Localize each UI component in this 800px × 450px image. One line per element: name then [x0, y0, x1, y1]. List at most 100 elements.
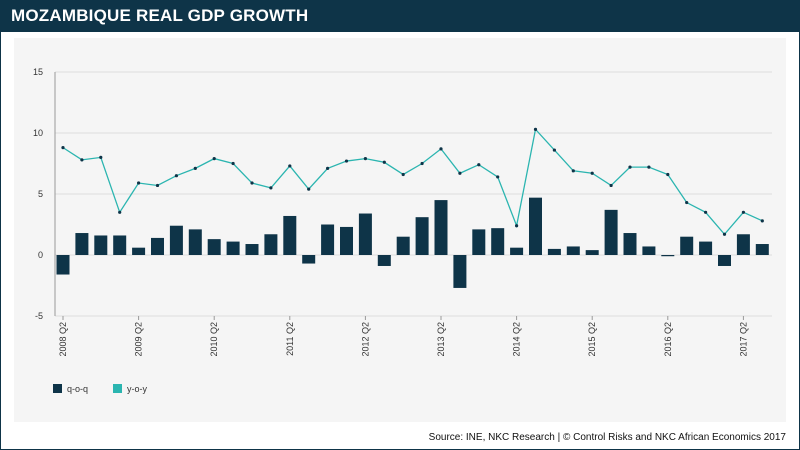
yoy-point [666, 172, 670, 177]
bar-qoq [585, 250, 599, 255]
yoy-point [155, 183, 160, 188]
yoy-point [61, 146, 65, 150]
yoy-point [722, 232, 727, 236]
yoy-point [477, 163, 481, 167]
bar-qoq [604, 209, 618, 255]
yoy-point [420, 161, 424, 166]
grid-lines [55, 71, 772, 317]
x-tick-label: 2011 Q2 [285, 322, 295, 356]
yoy-point [496, 175, 500, 179]
bar-qoq [755, 244, 769, 255]
x-tick-label: 2012 Q2 [360, 322, 370, 357]
legend-label-yoy: y-o-y [127, 384, 147, 394]
bar-qoq [264, 234, 278, 255]
bar-qoq [491, 228, 505, 255]
bar-qoq [94, 235, 108, 255]
yoy-point [193, 166, 197, 170]
yoy-line [62, 127, 763, 236]
yoy-point [515, 224, 519, 228]
yoy-point [288, 164, 292, 168]
bar-qoq [472, 229, 486, 255]
bar-qoq [151, 237, 164, 255]
x-tick-label: 2015 Q2 [587, 322, 597, 357]
yoy-point [174, 174, 178, 178]
bar-qoq [226, 241, 240, 255]
yoy-point [344, 159, 349, 163]
x-tick-label: 2009 Q2 [134, 322, 144, 357]
yoy-point [647, 165, 651, 169]
bar-qoq [415, 217, 429, 255]
plot-background [14, 38, 786, 422]
legend: q-o-q y-o-y [53, 384, 147, 394]
bar-qoq [169, 225, 183, 255]
x-tick-label: 2013 Q2 [436, 322, 446, 357]
x-tick-label: 2016 Q2 [663, 322, 673, 357]
y-tick-label: 10 [33, 128, 43, 138]
bar-qoq [283, 215, 297, 255]
y-tick-label: 5 [38, 189, 43, 199]
bar-qoq [547, 248, 561, 255]
yoy-point [552, 148, 557, 152]
bar-qoq [736, 234, 750, 255]
y-axis: -5 0 5 10 15 [33, 67, 56, 321]
bar-qoq [453, 255, 467, 288]
source-footer: Source: INE, NKC Research | © Control Ri… [428, 432, 786, 443]
yoy-point [326, 166, 330, 170]
bar-qoq [207, 239, 221, 255]
yoy-point [704, 210, 708, 214]
x-tick-label: 2014 Q2 [512, 322, 522, 357]
yoy-point [533, 127, 538, 131]
x-axis: 2008 Q2 2009 Q2 2010 Q2 2011 Q2 2012 Q2 2013 … [58, 316, 748, 357]
yoy-point [250, 181, 254, 185]
bar-qoq [623, 233, 637, 255]
yoy-point [363, 157, 367, 161]
bar-qoq [75, 233, 89, 255]
bar-qoq [340, 226, 353, 255]
yoy-line-series [61, 127, 764, 236]
yoy-point [118, 210, 122, 214]
yoy-point [307, 187, 311, 191]
bar-qoq [321, 224, 335, 255]
bar-qoq [718, 255, 731, 266]
yoy-point [439, 147, 443, 151]
yoy-point [80, 158, 84, 162]
y-tick-label: -5 [35, 311, 43, 321]
bar-qoq [302, 255, 316, 264]
legend-swatch-qoq [53, 384, 62, 393]
chart-title: MOZAMBIQUE REAL GDP GROWTH [11, 6, 309, 25]
yoy-point [231, 161, 235, 166]
legend-label-qoq: q-o-q [67, 384, 88, 394]
x-tick-label: 2017 Q2 [738, 322, 748, 357]
yoy-point [269, 186, 273, 190]
yoy-point [609, 183, 613, 188]
bar-qoq [699, 241, 713, 255]
bar-qoq [56, 255, 70, 275]
header-bar: MOZAMBIQUE REAL GDP GROWTH [1, 1, 799, 32]
legend-swatch-yoy [113, 384, 122, 393]
yoy-point [571, 169, 575, 173]
yoy-point [741, 210, 746, 214]
y-tick-label: 15 [33, 67, 43, 77]
bar-qoq [245, 244, 259, 255]
bar-qoq [510, 247, 524, 255]
yoy-point [401, 172, 405, 177]
bar-qoq [113, 235, 127, 255]
yoy-point [137, 181, 141, 185]
yoy-point [99, 155, 103, 159]
bar-qoq [642, 246, 656, 255]
yoy-point [382, 160, 386, 164]
bar-qoq [358, 213, 372, 255]
yoy-point [590, 171, 594, 175]
bar-qoq [396, 236, 410, 255]
qoq-bars [56, 197, 769, 288]
bar-qoq [529, 197, 542, 255]
x-tick-label: 2008 Q2 [58, 322, 68, 357]
y-tick-label: 0 [38, 250, 43, 260]
bar-qoq [132, 247, 146, 255]
yoy-point [685, 200, 689, 205]
yoy-point [628, 165, 632, 169]
yoy-point [458, 171, 462, 175]
bar-qoq [566, 246, 580, 255]
yoy-point [212, 157, 216, 161]
